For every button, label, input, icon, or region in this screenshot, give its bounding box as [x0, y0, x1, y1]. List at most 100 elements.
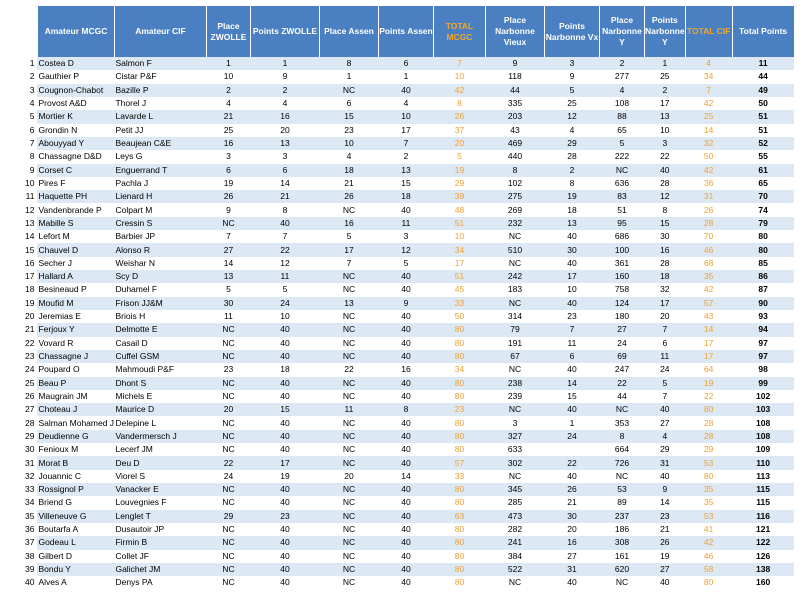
table-row: 14 Lefort M Barbier JP 7 7 5 3 10 NC 40 686 30 70 80 [25, 230, 795, 244]
place-zwolle-cell: 13 [206, 270, 251, 284]
points-zwolle-cell: 40 [250, 483, 320, 497]
points-narbonne-y-cell: 28 [644, 256, 686, 270]
place-narbonne-vieux-cell: NC [485, 256, 545, 270]
points-zwolle-cell: 17 [250, 456, 320, 470]
place-narbonne-vieux-cell: 67 [485, 349, 545, 364]
place-assen-cell: NC [319, 522, 379, 537]
points-narbonne-y-cell: 12 [644, 190, 686, 204]
place-narbonne-vieux-cell: 345 [485, 483, 545, 497]
row-index-cell: 27 [25, 403, 38, 417]
place-zwolle-cell: 23 [206, 363, 251, 377]
amateur-mcgc-cell: Jouannic C [37, 469, 115, 483]
place-narbonne-y-cell: NC [599, 403, 645, 417]
place-assen-cell: 18 [319, 163, 379, 177]
total-points-cell: 93 [732, 309, 795, 324]
amateur-mcgc-cell: Lefort M [37, 230, 115, 244]
total-mcgc-cell: 80 [433, 522, 486, 537]
points-narbonne-vx-cell: 7 [544, 323, 600, 337]
total-mcgc-cell: 80 [433, 389, 486, 404]
place-narbonne-vieux-cell: 384 [485, 549, 545, 563]
points-narbonne-vx-cell: 29 [544, 136, 600, 151]
points-assen-cell: 40 [378, 389, 434, 404]
total-points-cell: 103 [732, 403, 795, 417]
total-mcgc-cell: 51 [433, 216, 486, 231]
points-narbonne-y-cell: 3 [644, 136, 686, 151]
total-mcgc-cell: 10 [433, 230, 486, 244]
amateur-mcgc-cell: Vovard R [37, 336, 115, 350]
row-index-cell: 36 [25, 522, 38, 537]
place-assen-cell: 6 [319, 96, 379, 111]
place-narbonne-y-cell: 636 [599, 176, 645, 191]
amateur-mcgc-cell: Mortier K [37, 110, 115, 124]
place-narbonne-y-cell: 2 [599, 57, 645, 71]
amateur-cif-cell: Barbier JP [114, 230, 207, 244]
place-assen-cell: NC [319, 203, 379, 217]
place-assen-cell: NC [319, 576, 379, 590]
total-points-cell: 79 [732, 216, 795, 231]
place-narbonne-vieux-cell: 118 [485, 70, 545, 84]
amateur-cif-cell: Collet JF [114, 549, 207, 563]
points-narbonne-y-cell: 24 [644, 363, 686, 377]
points-zwolle-cell: 40 [250, 389, 320, 404]
points-narbonne-y-cell: 2 [644, 83, 686, 97]
amateur-mcgc-cell: Alves A [37, 576, 115, 590]
total-points-cell: 51 [732, 123, 795, 137]
total-cif-cell: 58 [685, 562, 733, 577]
amateur-cif-cell: Vandermersch J [114, 429, 207, 444]
points-assen-cell: 4 [378, 96, 434, 111]
points-narbonne-vx-cell: 12 [544, 110, 600, 124]
points-assen-cell: 40 [378, 270, 434, 284]
total-cif-cell: 34 [685, 70, 733, 84]
points-assen-cell: 40 [378, 443, 434, 457]
place-zwolle-cell: NC [206, 483, 251, 497]
place-narbonne-vieux-cell: 469 [485, 136, 545, 151]
points-narbonne-y-cell: 15 [644, 216, 686, 231]
total-cif-cell: 25 [685, 110, 733, 124]
total-mcgc-cell: 29 [433, 176, 486, 191]
points-zwolle-cell: 14 [250, 176, 320, 191]
points-narbonne-vx-cell: 30 [544, 243, 600, 257]
total-cif-cell: 35 [685, 483, 733, 497]
total-points-cell: 108 [732, 429, 795, 444]
points-zwolle-cell: 16 [250, 110, 320, 124]
points-narbonne-vx-cell: 40 [544, 296, 600, 310]
amateur-mcgc-cell: Briend G [37, 496, 115, 510]
amateur-mcgc-cell: Gilbert D [37, 549, 115, 563]
header-points-zwolle: Points ZWOLLE [250, 6, 320, 57]
total-points-cell: 110 [732, 456, 795, 470]
total-mcgc-cell: 48 [433, 203, 486, 217]
total-cif-cell: 35 [685, 496, 733, 510]
row-index-cell: 23 [25, 349, 38, 364]
amateur-mcgc-cell: Fenioux M [37, 443, 115, 457]
amateur-mcgc-cell: Abouyyad Y [37, 136, 115, 151]
points-narbonne-vx-cell: 2 [544, 163, 600, 177]
row-index-cell: 13 [25, 216, 38, 231]
points-narbonne-y-cell: 14 [644, 496, 686, 510]
place-zwolle-cell: 7 [206, 230, 251, 244]
header-total-points: Total Points [732, 6, 795, 57]
place-narbonne-vieux-cell: 3 [485, 416, 545, 430]
points-narbonne-y-cell: 27 [644, 562, 686, 577]
place-assen-cell: NC [319, 309, 379, 324]
amateur-cif-cell: Denys PA [114, 576, 207, 590]
place-zwolle-cell: 14 [206, 256, 251, 270]
amateur-mcgc-cell: Deudienne G [37, 429, 115, 444]
total-cif-cell: 17 [685, 336, 733, 350]
points-assen-cell: 13 [378, 163, 434, 177]
table-row: 8 Chassagne D&D Leys G 3 3 4 2 5 440 28 222 22 50 55 [25, 150, 795, 164]
amateur-cif-cell: Mahmoudi P&F [114, 363, 207, 377]
points-narbonne-y-cell: 21 [644, 522, 686, 537]
place-zwolle-cell: NC [206, 349, 251, 364]
table-row: 18 Besineaud P Duhamel F 5 5 NC 40 45 183 10 758 32… [25, 283, 795, 297]
points-zwolle-cell: 19 [250, 469, 320, 483]
total-mcgc-cell: 20 [433, 136, 486, 151]
amateur-mcgc-cell: Maugrain JM [37, 389, 115, 404]
points-assen-cell: 40 [378, 83, 434, 97]
place-zwolle-cell: 10 [206, 70, 251, 84]
total-mcgc-cell: 80 [433, 576, 486, 590]
place-narbonne-vieux-cell: 8 [485, 163, 545, 177]
table-row: 27 Choteau J Maurice D 20 15 11 8 23 NC 40 NC 40 80 1… [25, 403, 795, 417]
place-narbonne-vieux-cell: 522 [485, 562, 545, 577]
place-narbonne-vieux-cell: 79 [485, 323, 545, 337]
total-cif-cell: 14 [685, 123, 733, 137]
